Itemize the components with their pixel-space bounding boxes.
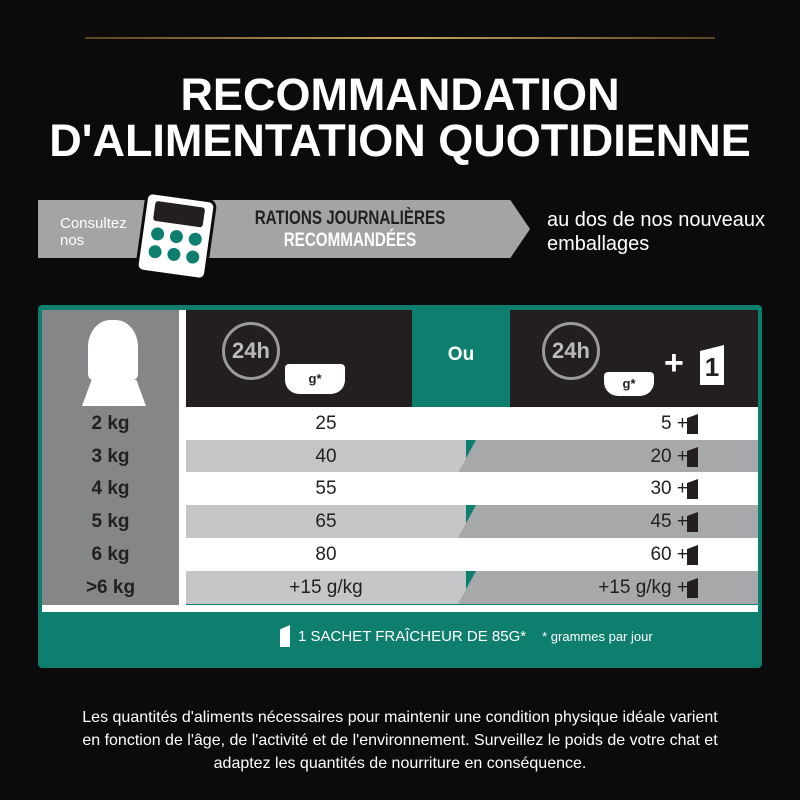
mixed-amount: +15 g/kg + [598,577,688,598]
plus-sign: + [664,344,684,382]
pouch-icon [687,545,698,565]
table-row: 5 kg 65 45 + [42,505,758,538]
bowl-icon: g* [285,364,345,394]
page-title: RECOMMANDATION D'ALIMENTATION QUOTIDIENNE [49,69,751,166]
table-row: 2 kg 25 5 + [42,407,758,440]
pouch-icon [687,479,698,499]
weight-cell: 2 kg [91,413,130,434]
mixed-cell: +15 g/kg + [458,571,758,604]
weight-cell: 6 kg [91,544,130,565]
pouch-icon: 1 [700,345,724,385]
weight-cell: >6 kg [85,577,136,598]
disclaimer-paragraph: Les quantités d'aliments nécessaires pou… [82,709,718,772]
mixed-amount: 20 + [650,446,688,467]
dry-amount-cell: 40 [186,440,466,473]
mixed-cell: 45 + [458,505,758,538]
mixed-amount: 45 + [650,511,688,532]
scale-icon [82,380,146,406]
consult-text: Consultez nos [60,215,127,249]
calculator-icon [134,190,218,282]
mixed-cell: 60 + [458,538,758,571]
table-row: 4 kg 55 30 + [42,472,758,505]
bowl-icon: g* [604,372,654,396]
mixed-amount: 30 + [650,478,688,499]
pouch-icon [687,578,698,598]
pouch-note: 1 SACHET FRAÎCHEUR DE 85G* [298,627,527,645]
cat-on-scale-icon [88,320,138,380]
table-row: >6 kg +15 g/kg +15 g/kg + [42,571,758,604]
weight-cell: 4 kg [91,478,130,499]
clock-24h-icon: 24h [222,322,280,380]
pouch-icon [687,414,698,434]
weight-cell: 3 kg [91,446,130,467]
dry-amount-cell: +15 g/kg [186,571,466,604]
header-or [412,310,510,407]
weight-cell: 5 kg [91,511,130,532]
banner-arrow [38,200,530,258]
or-label: Ou [447,344,475,365]
mixed-cell: 30 + [458,472,758,505]
table-footer: 1 SACHET FRAÎCHEUR DE 85G* * grammes par… [280,625,653,647]
pouch-icon [280,625,290,647]
asterisk-note: * grammes par jour [542,628,653,644]
dry-amount-cell: 65 [186,505,466,538]
mixed-amount: 60 + [650,544,688,565]
pouch-icon [687,512,698,532]
table-row: 3 kg 40 20 + [42,440,758,473]
gold-divider [85,37,715,39]
dry-amount-cell: 25 [186,407,466,440]
pouch-icon [687,447,698,467]
mixed-amount: 5 + [661,413,688,434]
mixed-cell: 5 + [458,407,758,440]
dry-amount-cell: 55 [186,472,466,505]
table-row: 6 kg 80 60 + [42,538,758,571]
clock-24h-icon: 24h [542,322,600,380]
dry-amount-cell: 80 [186,538,466,571]
rations-heading: RATIONS JOURNALIÈRES RECOMMANDÉES [254,208,446,251]
mixed-cell: 20 + [458,440,758,473]
back-of-pack-text: au dos de nos nouveaux emballages [547,209,765,255]
